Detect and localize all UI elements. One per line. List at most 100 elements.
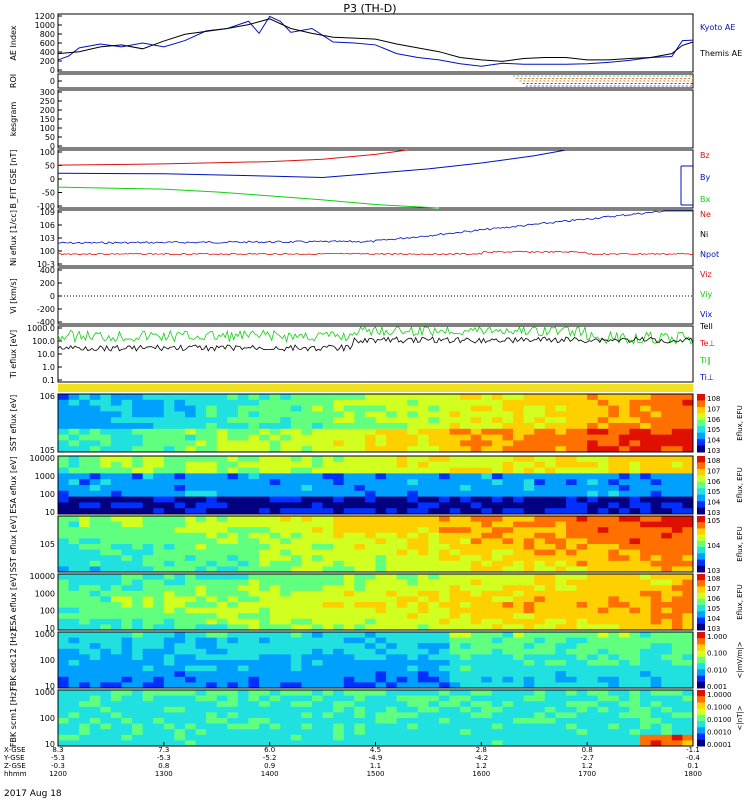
esa_e-cell — [216, 467, 228, 474]
sst_i-cell — [513, 549, 525, 556]
esa_e-cell — [502, 490, 514, 498]
fbk1-cell — [449, 665, 461, 672]
fbk1-cell — [290, 660, 302, 667]
esa_e-cell — [587, 461, 599, 469]
esa_i-cell — [153, 602, 165, 609]
sst_i-cell — [555, 560, 567, 567]
sst_i-cell — [417, 532, 429, 539]
sst_e-cell — [460, 428, 472, 436]
fbk1-cell — [502, 654, 514, 661]
esa_i-cell — [142, 590, 154, 597]
esa_e-cell — [640, 496, 652, 503]
esa_i-cell — [142, 602, 154, 609]
fbk1-cell — [491, 682, 503, 689]
esa_i-cell — [650, 613, 662, 620]
fbk1-cell — [227, 632, 239, 639]
sst_i-cell — [333, 544, 345, 551]
fbk2-cell — [417, 734, 429, 741]
fbk2-cell — [132, 690, 144, 697]
esa_i-cell — [481, 590, 493, 597]
esa_i-cell — [555, 585, 567, 592]
fbk2-ytick-label: 1000 — [35, 688, 55, 697]
esa_e-cell — [460, 456, 472, 463]
esa_i-cell — [396, 607, 408, 614]
sst_e-cell — [407, 417, 419, 424]
fbk2-cell — [587, 740, 599, 747]
sst_e-cell — [491, 446, 503, 453]
fbk1-cell — [110, 660, 122, 667]
esa_e-cell — [650, 485, 662, 492]
fbk2-cell — [449, 729, 461, 736]
esa_e-cell — [682, 479, 694, 486]
sst_i-cell — [566, 527, 578, 534]
esa_e-cell — [587, 496, 599, 503]
esa_i-cell — [312, 590, 324, 597]
sst_i-cell — [407, 555, 419, 562]
esa_e-cell — [195, 456, 207, 463]
fbk1-cell — [312, 660, 324, 667]
sst_e-cell — [682, 417, 694, 424]
esa_e-cell — [587, 490, 599, 498]
sst_e-cell — [597, 394, 609, 401]
esa_i-cell — [312, 602, 324, 609]
esa_i-cell — [671, 613, 683, 620]
fbk2-cell — [185, 723, 197, 730]
fbk1-cell — [650, 682, 662, 689]
esa_e-cell — [555, 467, 567, 474]
esa_e-cell — [174, 467, 186, 474]
fbk1-cell — [301, 682, 313, 689]
fbk1-colorbar — [697, 632, 705, 689]
fbk1-cell — [587, 637, 599, 644]
fbk2-cell — [121, 723, 133, 730]
sst_i-cell — [629, 555, 641, 562]
esa_e-cell — [227, 461, 239, 469]
esa_i-cell — [597, 613, 609, 620]
esa_e-cell — [259, 502, 271, 509]
sst_i-cell — [502, 527, 514, 534]
esa_e-cell — [153, 485, 165, 492]
ae-ytick-label: 800 — [40, 30, 55, 39]
sst_i-cell — [174, 516, 186, 523]
fbk1-cell — [544, 632, 556, 639]
esa_i-cell — [608, 613, 620, 620]
fbk2-cell — [629, 723, 641, 730]
fbk1-cell — [587, 671, 599, 678]
esa_e-cell — [206, 479, 218, 486]
esa_i-cell — [290, 624, 302, 631]
esa_e-cell — [132, 502, 144, 509]
esa_i-cell — [650, 607, 662, 614]
sst_i-cell — [608, 538, 620, 545]
esa_i-cell — [248, 574, 260, 581]
fbk2-cell — [89, 706, 101, 713]
sst_e-cell — [269, 405, 281, 412]
esa_i-cell — [460, 574, 472, 581]
fbk2-cell — [58, 718, 70, 725]
esa_e-cell — [661, 479, 673, 486]
fbk2-cell — [58, 712, 70, 719]
esa_e-cell — [354, 490, 366, 498]
x-tick-label: 4.5 — [370, 746, 381, 754]
esa_e-cell — [386, 490, 398, 498]
fbk2-cell — [587, 718, 599, 725]
esa_e-cell — [163, 485, 175, 492]
esa_i-cell — [301, 596, 313, 603]
sst_i-cell — [290, 516, 302, 523]
fbk2-cell — [343, 740, 355, 747]
sst_i-cell — [407, 527, 419, 534]
sst_i-cell — [576, 566, 588, 573]
fbk1-cell — [227, 671, 239, 678]
esa_e-cell — [650, 473, 662, 480]
esa_i-cell — [629, 574, 641, 581]
fbk1-cell — [460, 654, 472, 661]
esa_i-cell — [650, 585, 662, 592]
fbk1-cell — [671, 654, 683, 661]
sst_e-cell — [587, 411, 599, 418]
sst_e-cell — [587, 405, 599, 412]
sst_e-cell — [417, 405, 429, 412]
esa_i-cell — [428, 579, 440, 586]
sst_e-cell — [597, 417, 609, 424]
fbk1-cell — [89, 654, 101, 661]
esa_e-cell — [555, 479, 567, 486]
sst_i-cell — [248, 549, 260, 556]
fbk1-cell — [163, 637, 175, 644]
